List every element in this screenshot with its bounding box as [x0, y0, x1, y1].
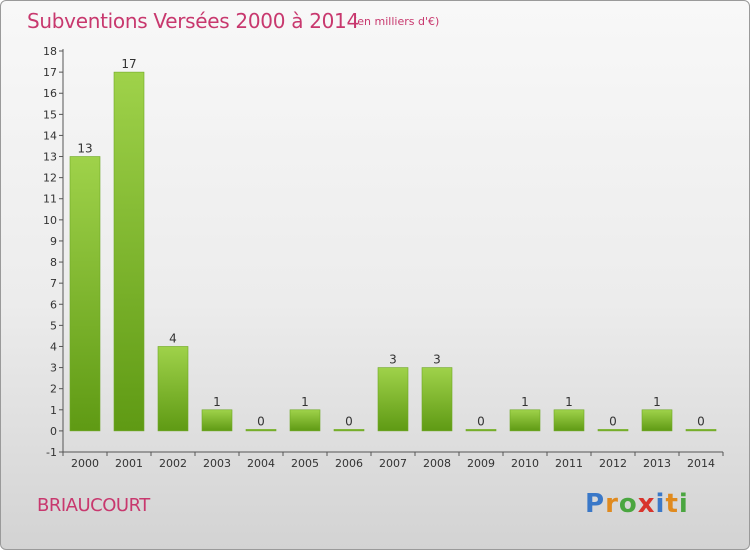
x-tick-label: 2011 — [555, 457, 583, 470]
chart-unit: (en milliers d'€) — [353, 15, 440, 28]
y-tick-label: 11 — [43, 193, 57, 206]
chart-bars: 13 17 4 1 0 1 0 3 3 0 1 1 0 1 0 — [69, 57, 717, 432]
proxiti-logo[interactable]: Proxiti — [585, 489, 689, 519]
logo-letter: t — [665, 489, 679, 519]
bar — [69, 156, 101, 432]
x-tick-label: 2004 — [247, 457, 275, 470]
x-tick-label: 2013 — [643, 457, 671, 470]
y-tick-label: 3 — [50, 362, 57, 375]
bar-value-label: 0 — [477, 414, 485, 428]
bar — [377, 367, 409, 432]
bar-value-label: 17 — [121, 57, 136, 71]
y-tick-label: 2 — [50, 383, 57, 396]
y-tick-label: 10 — [43, 214, 57, 227]
y-tick-label: 17 — [43, 66, 57, 79]
bar — [289, 409, 321, 432]
y-tick-label: 7 — [50, 277, 57, 290]
bar-value-label: 1 — [301, 395, 309, 409]
x-tick-label: 2007 — [379, 457, 407, 470]
logo-letter: r — [605, 489, 619, 519]
y-tick-label: 6 — [50, 298, 57, 311]
y-tick-label: 12 — [43, 172, 57, 185]
y-tick-label: 4 — [50, 340, 57, 353]
y-tick-label: 0 — [50, 425, 57, 438]
x-tick-label: 2002 — [159, 457, 187, 470]
x-tick-label: 2009 — [467, 457, 495, 470]
x-tick-label: 2014 — [687, 457, 715, 470]
bar-value-label: 4 — [169, 331, 177, 345]
logo-letter: i — [655, 489, 666, 519]
y-tick-label: 1 — [50, 404, 57, 417]
x-tick-label: 2008 — [423, 457, 451, 470]
bar — [509, 409, 541, 432]
bar — [685, 429, 717, 432]
y-tick-label: -1 — [46, 446, 57, 459]
y-tick-label: 5 — [50, 319, 57, 332]
bar-value-label: 1 — [213, 395, 221, 409]
bar-value-label: 13 — [77, 142, 92, 156]
bar-value-label: 1 — [653, 395, 661, 409]
bar — [641, 409, 673, 432]
bar-value-label: 0 — [345, 414, 353, 428]
bar-value-label: 3 — [389, 353, 397, 367]
y-tick-label: 15 — [43, 108, 57, 121]
x-tick-label: 2005 — [291, 457, 319, 470]
bar — [245, 429, 277, 432]
y-tick-label: 14 — [43, 129, 57, 142]
logo-letter: i — [678, 489, 689, 519]
bar-value-label: 3 — [433, 353, 441, 367]
logo-letter: P — [585, 489, 606, 519]
bar-value-label: 0 — [697, 414, 705, 428]
y-tick-label: 13 — [43, 151, 57, 164]
y-tick-label: 16 — [43, 87, 57, 100]
x-tick-label: 2012 — [599, 457, 627, 470]
y-tick-label: 18 — [43, 45, 57, 58]
x-tick-label: 2001 — [115, 457, 143, 470]
logo-letter: x — [637, 489, 656, 519]
bar-value-label: 1 — [521, 395, 529, 409]
y-tick-label: 9 — [50, 235, 57, 248]
bar — [465, 429, 497, 432]
x-tick-label: 2003 — [203, 457, 231, 470]
y-tick-label: 8 — [50, 256, 57, 269]
bar-value-label: 0 — [609, 414, 617, 428]
logo-letter: o — [618, 489, 638, 519]
bar-value-label: 1 — [565, 395, 573, 409]
x-tick-label: 2010 — [511, 457, 539, 470]
x-tick-label: 2000 — [71, 457, 99, 470]
bar — [553, 409, 585, 432]
bar — [201, 409, 233, 432]
bar — [113, 71, 145, 432]
bar-value-label: 0 — [257, 414, 265, 428]
bar — [333, 429, 365, 432]
bar — [157, 346, 189, 432]
chart-title: Subventions Versées 2000 à 2014 — [27, 9, 359, 33]
place-name: BRIAUCOURT — [37, 495, 150, 516]
bar — [597, 429, 629, 432]
x-tick-label: 2006 — [335, 457, 363, 470]
bar — [421, 367, 453, 432]
